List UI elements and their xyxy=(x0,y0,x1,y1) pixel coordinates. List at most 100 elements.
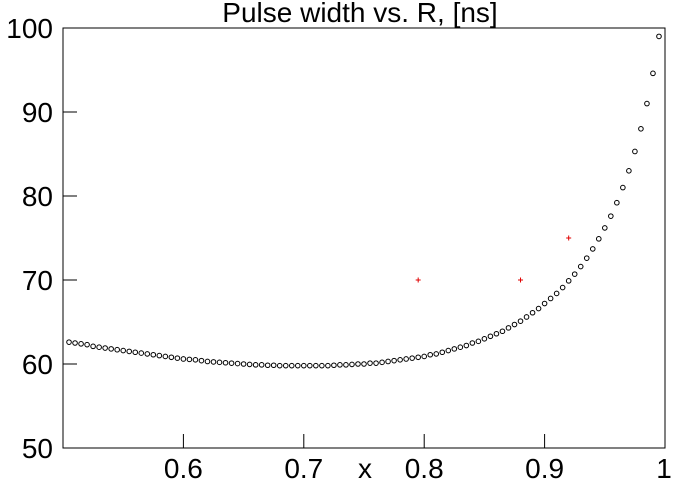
point xyxy=(523,314,530,320)
point xyxy=(559,284,566,291)
point xyxy=(258,362,265,368)
point xyxy=(337,362,343,368)
y-tick-label: 90 xyxy=(22,97,53,128)
point xyxy=(66,339,72,345)
y-tick-label: 70 xyxy=(22,265,53,296)
point xyxy=(162,353,169,360)
point xyxy=(216,359,223,366)
point xyxy=(210,359,217,365)
point xyxy=(270,362,277,369)
point xyxy=(72,340,78,346)
point xyxy=(156,352,163,359)
point xyxy=(391,357,397,364)
point xyxy=(620,184,626,191)
point xyxy=(331,362,337,369)
point xyxy=(355,361,361,367)
x-tick-label: 0.8 xyxy=(405,453,444,484)
point xyxy=(228,360,235,366)
point xyxy=(445,347,452,354)
point xyxy=(120,347,126,354)
point xyxy=(511,321,518,328)
point xyxy=(535,305,542,312)
point xyxy=(547,295,554,302)
point xyxy=(301,362,307,369)
point xyxy=(144,351,151,357)
point xyxy=(276,362,283,369)
point xyxy=(421,353,428,360)
point xyxy=(180,356,187,362)
point xyxy=(204,358,211,365)
point xyxy=(608,213,614,219)
point xyxy=(632,148,638,155)
point xyxy=(433,351,440,357)
point xyxy=(96,344,102,351)
y-tick-label: 60 xyxy=(22,349,53,380)
point xyxy=(415,354,421,361)
point xyxy=(240,361,247,367)
point xyxy=(349,361,355,368)
point xyxy=(589,246,596,252)
point xyxy=(529,309,536,316)
point xyxy=(487,333,494,340)
x-tick-label: 0.7 xyxy=(284,453,323,484)
point xyxy=(367,360,373,366)
point xyxy=(650,70,656,77)
point xyxy=(463,342,470,349)
point xyxy=(313,362,319,369)
point xyxy=(174,355,181,361)
x-axis-title: x xyxy=(358,453,372,484)
point xyxy=(493,330,500,337)
point xyxy=(222,359,229,366)
point xyxy=(439,349,446,356)
point xyxy=(234,360,241,367)
point xyxy=(361,361,367,367)
point xyxy=(192,357,199,363)
point xyxy=(246,361,253,368)
point xyxy=(577,263,584,270)
point xyxy=(288,362,295,369)
plot-frame xyxy=(62,27,666,449)
point xyxy=(126,348,133,355)
point xyxy=(264,362,271,369)
point xyxy=(644,100,650,107)
x-tick-label: 0.9 xyxy=(525,453,564,484)
point xyxy=(282,362,289,369)
x-tick-label: 0.6 xyxy=(164,453,203,484)
point xyxy=(90,343,96,350)
point xyxy=(451,346,458,352)
y-tick-label: 80 xyxy=(22,181,53,212)
point xyxy=(307,362,313,369)
point xyxy=(409,355,415,361)
point xyxy=(566,235,572,241)
point xyxy=(379,359,385,366)
point xyxy=(475,338,482,345)
point xyxy=(469,340,476,346)
y-tick-label: 50 xyxy=(22,433,53,464)
point xyxy=(565,278,572,284)
point xyxy=(457,344,464,351)
point xyxy=(373,360,379,366)
point xyxy=(499,328,506,335)
point xyxy=(403,356,409,362)
point xyxy=(385,358,391,365)
point xyxy=(186,356,193,363)
point xyxy=(427,351,434,358)
point xyxy=(114,346,120,353)
point xyxy=(614,199,620,206)
point xyxy=(78,341,84,347)
point xyxy=(656,33,662,40)
point xyxy=(198,357,205,364)
point xyxy=(505,325,512,331)
point xyxy=(294,362,301,369)
point xyxy=(132,349,139,356)
x-tick-label: 1 xyxy=(656,453,672,484)
point xyxy=(518,277,524,283)
point xyxy=(595,236,602,242)
point xyxy=(638,126,644,132)
point xyxy=(138,350,145,356)
point xyxy=(397,357,403,363)
point xyxy=(626,168,632,174)
point xyxy=(84,341,90,348)
